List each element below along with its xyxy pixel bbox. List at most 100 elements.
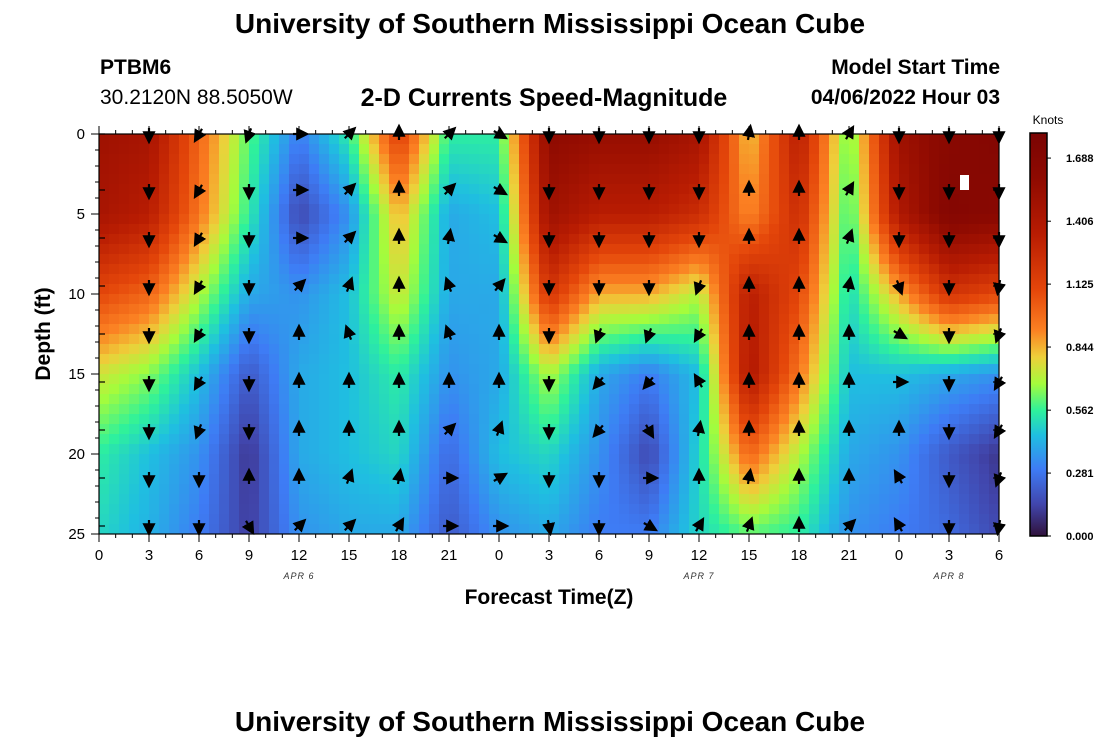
heatmap-cell: [699, 474, 710, 485]
heatmap-cell: [249, 164, 260, 175]
heatmap-cell: [159, 374, 170, 385]
heatmap-cell: [389, 354, 400, 365]
heatmap-cell: [609, 444, 620, 455]
heatmap-cell: [489, 404, 500, 415]
heatmap-cell: [529, 254, 540, 265]
heatmap-cell: [639, 394, 650, 405]
heatmap-cell: [319, 374, 330, 385]
heatmap-cell: [749, 284, 760, 295]
heatmap-cell: [609, 304, 620, 315]
date-label: APR 8: [932, 571, 964, 581]
heatmap-cell: [939, 354, 950, 365]
heatmap-cell: [199, 354, 210, 365]
heatmap-cell: [389, 314, 400, 325]
heatmap-cell: [599, 254, 610, 265]
heatmap-cell: [109, 524, 120, 534]
heatmap-cell: [119, 374, 130, 385]
heatmap-cell: [559, 254, 570, 265]
heatmap-cell: [169, 364, 180, 375]
heatmap-cell: [459, 514, 470, 525]
heatmap-cell: [989, 514, 999, 525]
heatmap-cell: [239, 244, 250, 255]
heatmap-cell: [869, 364, 880, 375]
heatmap-cell: [219, 294, 230, 305]
heatmap-cell: [699, 524, 710, 534]
heatmap-cell: [619, 524, 630, 534]
heatmap-cell: [259, 474, 270, 485]
heatmap-cell: [239, 504, 250, 515]
heatmap-cell: [449, 214, 460, 225]
heatmap-cell: [729, 444, 740, 455]
heatmap-cell: [409, 134, 420, 145]
heatmap-cell: [419, 464, 430, 475]
heatmap-cell: [929, 384, 940, 395]
heatmap-cell: [809, 214, 820, 225]
heatmap-cell: [899, 224, 910, 235]
heatmap-cell: [379, 464, 390, 475]
heatmap-cell: [139, 304, 150, 315]
heatmap-cell: [859, 164, 870, 175]
heatmap-cell: [749, 524, 760, 534]
heatmap-cell: [269, 424, 280, 435]
heatmap-cell: [699, 144, 710, 155]
white-marker: [960, 175, 969, 190]
heatmap-cell: [119, 454, 130, 465]
heatmap-cell: [459, 204, 470, 215]
heatmap-cell: [859, 344, 870, 355]
heatmap-cell: [989, 244, 999, 255]
current-vector-arrow: [343, 324, 357, 341]
heatmap-cell: [699, 194, 710, 205]
heatmap-cell: [369, 164, 380, 175]
heatmap-cell: [789, 524, 800, 534]
x-tick-label: 6: [995, 547, 1003, 564]
heatmap-cell: [569, 454, 580, 465]
heatmap-cell: [539, 444, 550, 455]
heatmap-cell: [829, 194, 840, 205]
heatmap-cell: [309, 354, 320, 365]
heatmap-cell: [489, 484, 500, 495]
current-vector-arrow: [392, 467, 406, 485]
current-vector-arrow: [741, 516, 755, 533]
x-tick-label: 3: [945, 547, 953, 564]
heatmap-cell: [939, 504, 950, 515]
heatmap-cell: [549, 154, 560, 165]
heatmap-cell: [479, 374, 490, 385]
heatmap-cell: [559, 494, 570, 505]
heatmap-cell: [839, 344, 850, 355]
heatmap-cell: [479, 134, 490, 145]
heatmap-cell: [839, 354, 850, 365]
heatmap-cell: [99, 244, 110, 255]
current-vector-arrow: [643, 518, 659, 532]
heatmap-cell: [229, 144, 240, 155]
heatmap-cell: [219, 454, 230, 465]
heatmap-cell: [279, 344, 290, 355]
heatmap-cell: [499, 194, 510, 205]
heatmap-cell: [949, 204, 960, 215]
heatmap-cell: [819, 374, 830, 385]
heatmap-cell: [679, 174, 690, 185]
heatmap-cell: [919, 164, 930, 175]
current-vector-arrow: [193, 328, 207, 344]
x-tick-label: 0: [895, 547, 903, 564]
heatmap-cell: [919, 234, 930, 245]
heatmap-cell: [439, 294, 450, 305]
heatmap-cell: [519, 384, 530, 395]
heatmap-cell: [799, 214, 810, 225]
heatmap-cell: [339, 294, 350, 305]
heatmap-cell: [459, 324, 470, 335]
heatmap-cell: [449, 404, 460, 415]
heatmap-cell: [619, 274, 630, 285]
heatmap-cell: [379, 284, 390, 295]
heatmap-cell: [929, 494, 940, 505]
heatmap-cell: [799, 134, 810, 145]
heatmap-cell: [329, 524, 340, 534]
heatmap-cell: [599, 284, 610, 295]
heatmap-cell: [129, 354, 140, 365]
heatmap-cell: [429, 454, 440, 465]
heatmap-cell: [399, 204, 410, 215]
current-vector-arrow: [493, 230, 509, 244]
heatmap-cell: [209, 454, 220, 465]
heatmap-cell: [549, 324, 560, 335]
heatmap-cell: [109, 494, 120, 505]
heatmap-cell: [739, 134, 750, 145]
